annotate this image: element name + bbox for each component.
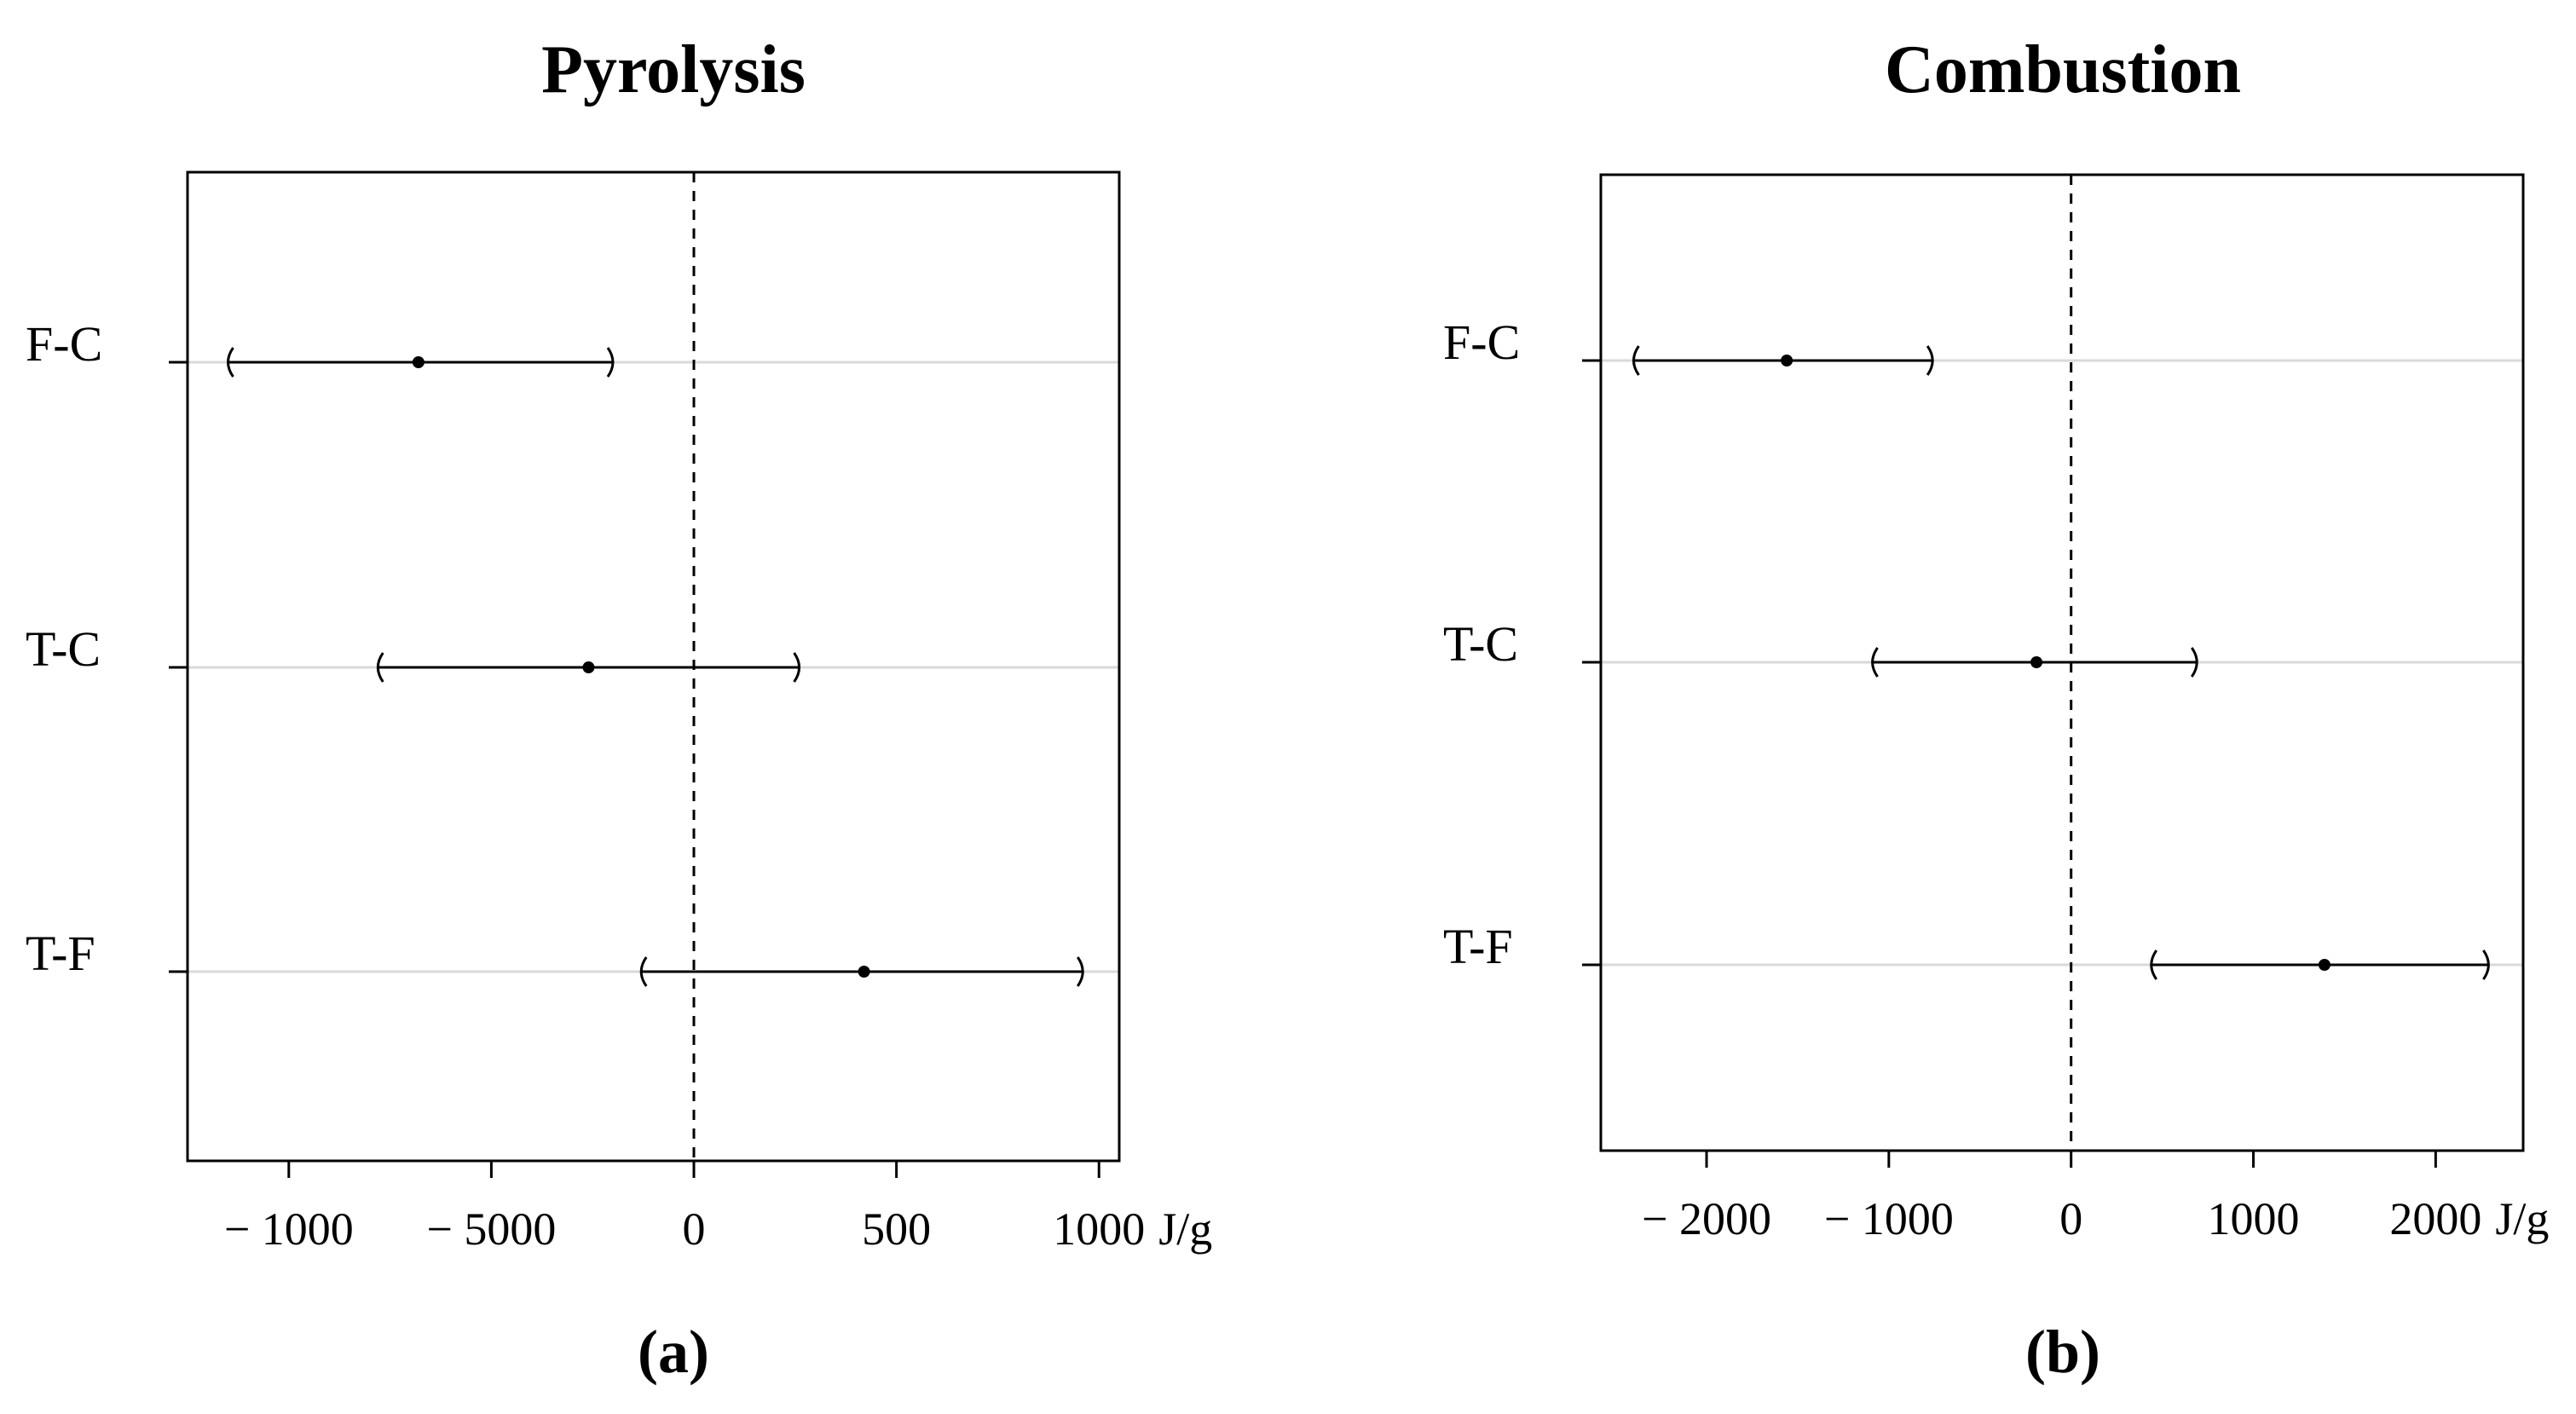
ci-lower-cap-f-c <box>1632 345 1640 376</box>
panel-a: Pyrolysis F-C T-C T-F − 1000 − 5000 0 500 1000 J/… <box>26 32 1212 1386</box>
x-tick-label: 500 <box>862 1203 931 1255</box>
x-tick-label: − 1000 <box>1824 1193 1954 1244</box>
panel-label: (a) <box>638 1318 709 1386</box>
x-tick-label: 1000 <box>2208 1193 2300 1244</box>
panel-title: Combustion <box>1885 32 2241 107</box>
estimate-point-f-c <box>1781 355 1793 366</box>
category-label-t-f: T-F <box>26 926 95 981</box>
ci-upper-cap-t-c <box>2190 647 2198 678</box>
x-unit-label: J/g <box>2495 1193 2549 1244</box>
x-tick-label: 1000 <box>1053 1203 1145 1255</box>
ci-lower-cap-t-c <box>376 652 384 683</box>
panel-title: Pyrolysis <box>541 32 806 107</box>
category-label-f-c: F-C <box>1443 315 1520 370</box>
category-label-t-f: T-F <box>1443 919 1513 974</box>
ci-upper-cap-f-c <box>606 347 615 378</box>
x-tick-label: − 2000 <box>1642 1193 1771 1244</box>
x-unit-label: J/g <box>1158 1203 1212 1255</box>
ci-lower-cap-t-f <box>639 956 648 987</box>
x-tick-label: 2000 <box>2389 1193 2481 1244</box>
plot-frame <box>1599 173 2525 1152</box>
estimate-point-t-f <box>2318 959 2331 971</box>
estimate-point-t-c <box>2030 656 2043 668</box>
estimate-point-t-f <box>858 966 870 978</box>
ci-lower-cap-f-c <box>227 347 234 378</box>
x-tick-label: − 5000 <box>426 1203 556 1255</box>
x-tick-label: 0 <box>2059 1193 2082 1244</box>
plot-frame <box>186 170 1121 1163</box>
panel-label: (b) <box>2025 1318 2100 1386</box>
ci-lower-cap-t-f <box>2150 949 2158 980</box>
x-tick-label: − 1000 <box>224 1203 354 1255</box>
ci-upper-cap-t-c <box>793 652 801 683</box>
ci-upper-cap-t-f <box>1076 956 1084 987</box>
estimate-point-f-c <box>412 356 425 368</box>
ci-upper-cap-f-c <box>1926 345 1934 376</box>
panel-b: Combustion F-C T-C T-F − 2000 − 1000 0 1000 2000… <box>1443 32 2549 1386</box>
category-label-f-c: F-C <box>26 316 102 372</box>
ci-upper-cap-t-f <box>2482 949 2490 980</box>
category-label-t-c: T-C <box>1443 616 1518 672</box>
category-label-t-c: T-C <box>26 621 101 677</box>
x-tick-label: 0 <box>683 1203 706 1255</box>
ci-lower-cap-t-c <box>1871 647 1879 678</box>
estimate-point-t-c <box>582 661 595 673</box>
